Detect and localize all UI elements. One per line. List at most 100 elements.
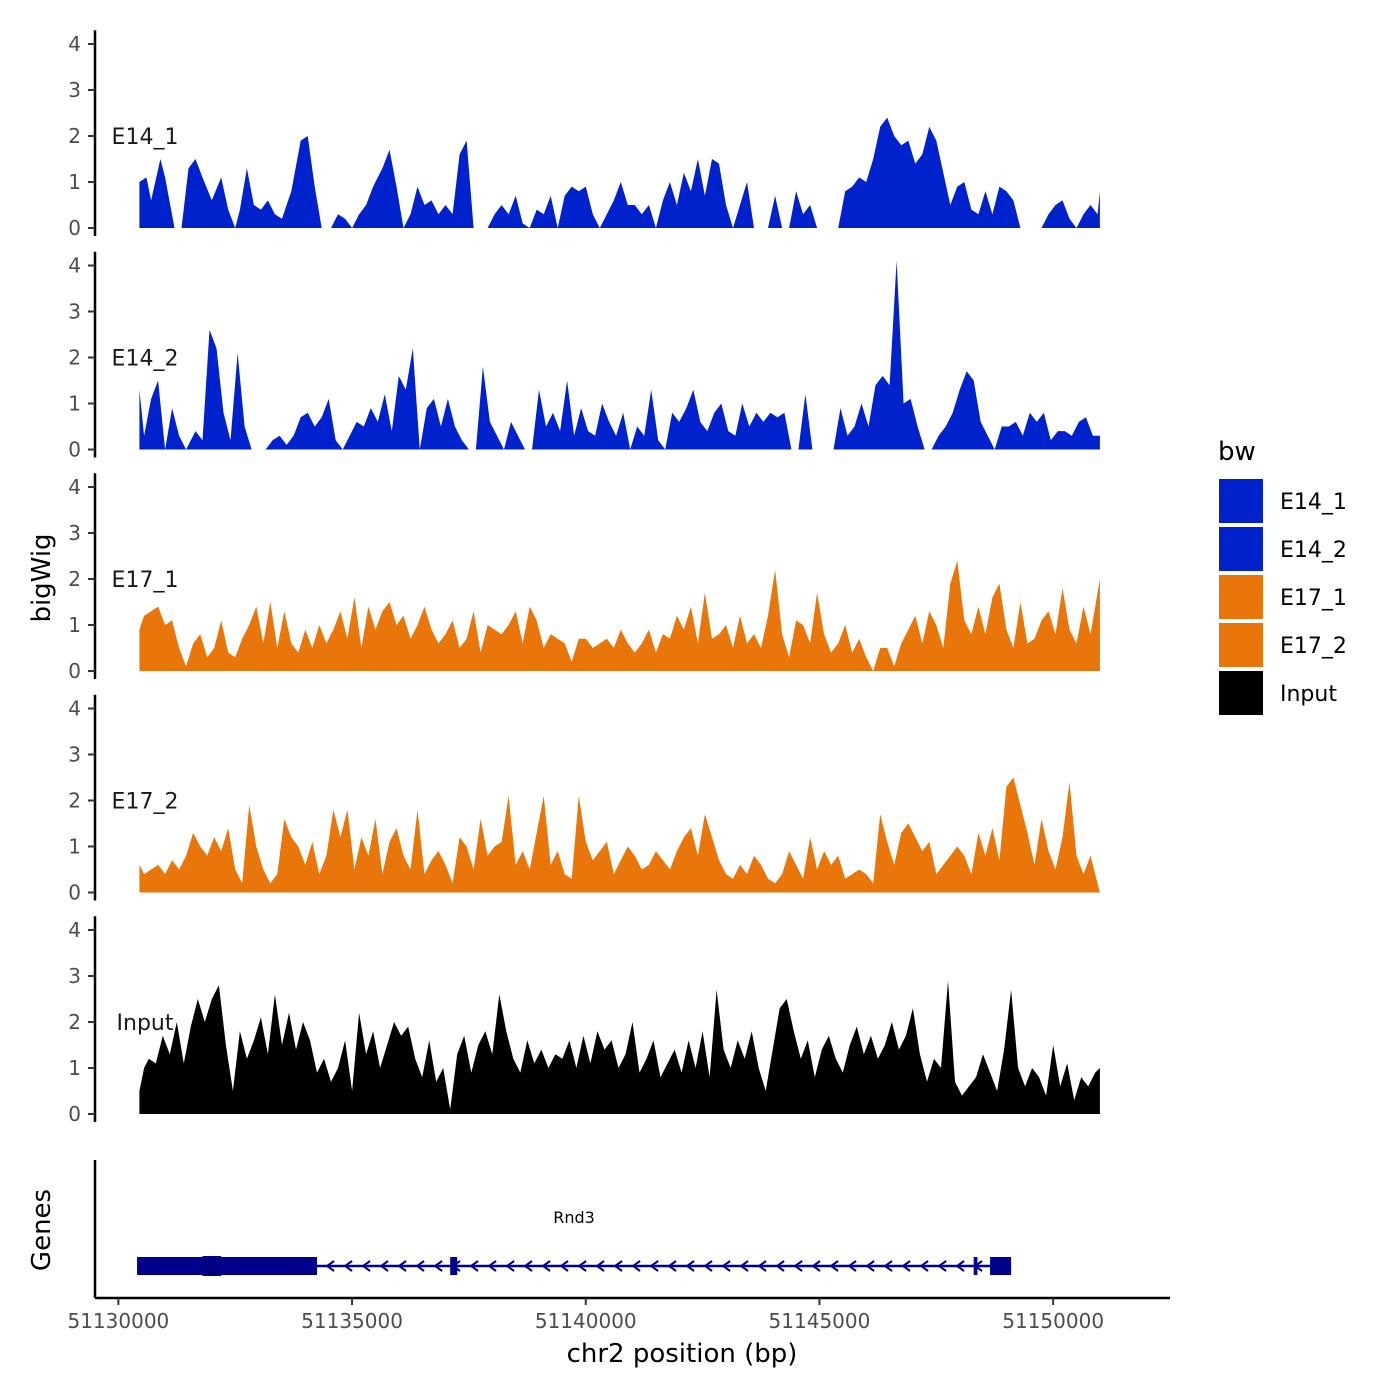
strand-arrow-icon [469, 1260, 479, 1272]
track-input: 0 1 2 3 4 Input [68, 916, 1100, 1126]
strand-arrow-icon [631, 1260, 641, 1272]
strand-arrow-icon [595, 1260, 605, 1272]
signal-area-e14-1 [139, 117, 1100, 228]
gene-label: Rnd3 [553, 1208, 595, 1227]
y-tick-label: 0 [68, 216, 81, 240]
strand-arrow-icon [433, 1260, 443, 1272]
strand-arrow-icon [901, 1260, 911, 1272]
y-tick-label: 2 [68, 789, 81, 813]
signal-area-e14-2 [139, 260, 1100, 450]
strand-arrow-icon [613, 1260, 623, 1272]
legend-title: bw [1218, 437, 1256, 467]
track-label: E17_2 [112, 790, 179, 815]
x-axis: 51130000 51135000 51140000 51145000 51150000 [67, 1296, 1170, 1333]
x-tick-label: 51130000 [67, 1309, 169, 1333]
strand-arrow-icon [505, 1260, 515, 1272]
strand-arrow-icon [487, 1260, 497, 1272]
strand-arrow-icon [649, 1260, 659, 1272]
strand-arrow-icon [811, 1260, 821, 1272]
signal-area-e17-2 [139, 777, 1100, 893]
y-tick-label: 0 [68, 659, 81, 683]
legend-label-input: Input [1280, 682, 1337, 707]
legend-label-e14-1: E14_1 [1280, 490, 1347, 515]
y-tick-label: 0 [68, 881, 81, 905]
y-tick-label: 2 [68, 346, 81, 370]
y-tick-label: 1 [68, 170, 81, 194]
track-label: Input [117, 1011, 174, 1036]
gene-exon [973, 1257, 978, 1275]
legend-swatch-e17-2 [1217, 621, 1265, 669]
strand-arrow-icon [523, 1260, 533, 1272]
track-panels: 0 1 2 3 4 E14_1 0 1 2 3 4 E14_2 0 1 2 3 4 E17_1 0 1 2 3 4 E17_2… [68, 30, 1100, 1126]
y-tick-label: 0 [68, 1102, 81, 1126]
y-tick-label: 1 [68, 392, 81, 416]
y-tick-label: 1 [68, 613, 81, 637]
genes-axis-title: Genes [27, 1189, 57, 1271]
strand-arrow-icon [343, 1260, 353, 1272]
y-tick-label: 3 [68, 743, 81, 767]
strand-arrow-icon [775, 1260, 785, 1272]
y-axis-title: bigWig [27, 533, 57, 622]
legend-swatch-e14-2 [1217, 525, 1265, 573]
strand-arrow-icon [415, 1260, 425, 1272]
track-e17-2: 0 1 2 3 4 E17_2 [68, 694, 1100, 905]
x-tick-label: 51140000 [535, 1309, 637, 1333]
y-tick-label: 4 [68, 32, 81, 56]
strand-arrow-icon [919, 1260, 929, 1272]
strand-arrow-icon [721, 1260, 731, 1272]
legend-swatch-e17-1 [1217, 573, 1265, 621]
gene-exon [137, 1257, 318, 1275]
strand-arrow-icon [685, 1260, 695, 1272]
y-tick-label: 2 [68, 1010, 81, 1034]
legend-swatch-e14-1 [1217, 477, 1265, 525]
track-e14-2: 0 1 2 3 4 E14_2 [68, 251, 1100, 462]
y-tick-label: 3 [68, 300, 81, 324]
strand-arrow-icon [379, 1260, 389, 1272]
strand-arrow-icon [361, 1260, 371, 1272]
y-tick-label: 1 [68, 1056, 81, 1080]
strand-arrow-icon [757, 1260, 767, 1272]
strand-arrow-icon [847, 1260, 857, 1272]
strand-arrow-icon [739, 1260, 749, 1272]
x-tick-label: 51145000 [769, 1309, 871, 1333]
x-axis-title: chr2 position (bp) [567, 1339, 798, 1369]
y-tick-label: 4 [68, 918, 81, 942]
y-tick-label: 4 [68, 254, 81, 278]
legend-swatch-input [1217, 669, 1265, 717]
strand-arrow-icon [793, 1260, 803, 1272]
strand-arrow-icon [883, 1260, 893, 1272]
legend: bw E14_1 E14_2 E17_1 E17_2 Input [1217, 437, 1347, 717]
y-tick-label: 3 [68, 521, 81, 545]
strand-arrow-icon [577, 1260, 587, 1272]
strand-arrow-icon [829, 1260, 839, 1272]
gene-exon [990, 1257, 1012, 1275]
strand-arrow-icon [559, 1260, 569, 1272]
y-tick-label: 1 [68, 835, 81, 859]
gene-panel: Rnd3 [93, 1160, 1012, 1298]
strand-arrow-icon [667, 1260, 677, 1272]
x-tick-label: 51150000 [1002, 1309, 1104, 1333]
strand-arrow-icon [865, 1260, 875, 1272]
track-label: E14_1 [112, 125, 179, 150]
strand-arrow-icon [325, 1260, 335, 1272]
y-tick-label: 4 [68, 475, 81, 499]
gene-cds-block [202, 1256, 222, 1276]
track-label: E14_2 [112, 347, 179, 372]
strand-arrow-icon [703, 1260, 713, 1272]
legend-label-e14-2: E14_2 [1280, 538, 1347, 563]
y-tick-label: 4 [68, 697, 81, 721]
legend-label-e17-1: E17_1 [1280, 586, 1347, 611]
y-tick-label: 2 [68, 124, 81, 148]
y-tick-label: 3 [68, 78, 81, 102]
y-tick-label: 2 [68, 567, 81, 591]
signal-area-e17-1 [139, 560, 1100, 671]
strand-arrow-icon [397, 1260, 407, 1272]
strand-arrow-icon [937, 1260, 947, 1272]
y-tick-label: 3 [68, 964, 81, 988]
strand-arrow-icon [541, 1260, 551, 1272]
track-e17-1: 0 1 2 3 4 E17_1 [68, 473, 1100, 683]
gene-rnd3: Rnd3 [137, 1208, 1012, 1276]
x-tick-label: 51135000 [301, 1309, 403, 1333]
signal-area-input [139, 980, 1100, 1114]
